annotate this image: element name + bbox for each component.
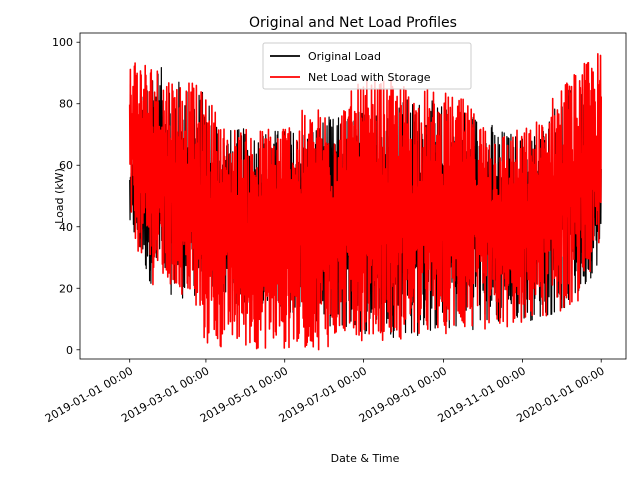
- x-axis-label: Date & Time: [331, 452, 400, 465]
- legend-label-net-load: Net Load with Storage: [308, 71, 431, 84]
- legend-box: [262, 42, 472, 90]
- y-tick-label: 20: [59, 282, 73, 295]
- plot-frame: [79, 32, 627, 360]
- y-tick-label: 40: [59, 221, 73, 234]
- y-tick-label: 60: [59, 159, 73, 172]
- series-line-net-load: [128, 53, 602, 351]
- y-tick-label: 80: [59, 98, 73, 111]
- series-layer: [128, 53, 602, 351]
- y-tick-label: 0: [66, 344, 73, 357]
- legend-label-original-load: Original Load: [308, 50, 381, 63]
- chart-title: Original and Net Load Profiles: [249, 15, 457, 31]
- y-axis: 0 20 40 60 80 100: [52, 36, 80, 357]
- y-tick-label: 100: [52, 36, 73, 49]
- legend: Original Load Net Load with Storage: [262, 42, 472, 90]
- y-axis-label: Load (kW): [53, 168, 66, 224]
